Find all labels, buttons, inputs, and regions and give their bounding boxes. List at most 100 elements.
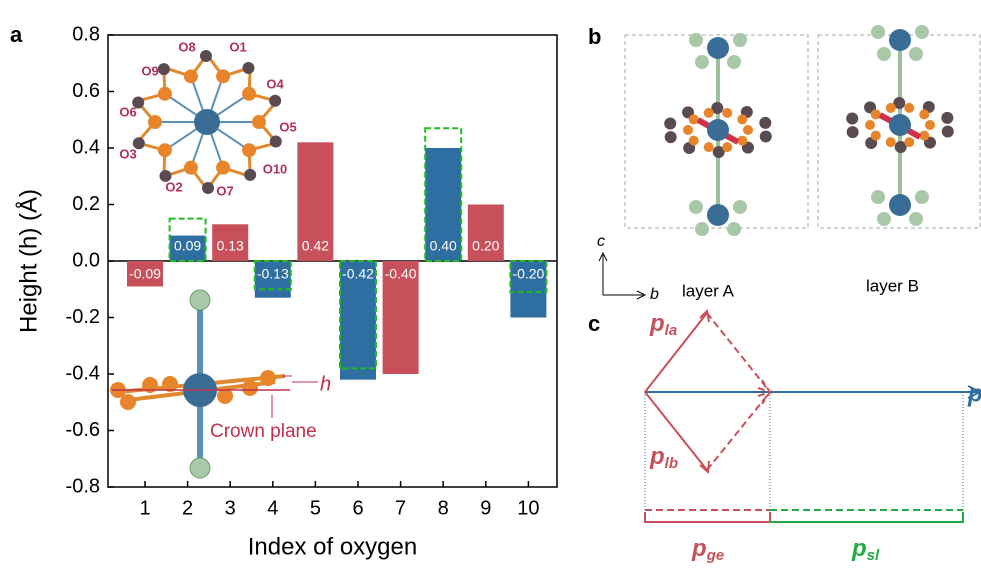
oxygen-atom — [886, 137, 896, 147]
fluorine-atom — [695, 222, 709, 236]
carbon-atom — [244, 169, 256, 181]
vector-label: pge — [691, 535, 724, 564]
x-tick-label: 4 — [267, 497, 278, 519]
oxygen-atom — [252, 115, 266, 129]
carbon-atom — [664, 117, 676, 129]
panel-label: a — [10, 22, 23, 47]
oxygen-atom — [925, 120, 935, 130]
fluorine-atom — [909, 47, 923, 61]
oxygen-atom — [216, 161, 230, 175]
metal-atom — [707, 204, 729, 226]
carbon-atom — [942, 126, 954, 138]
axis-arrows — [599, 253, 645, 299]
value-label: -0.09 — [129, 266, 161, 282]
vector-symbol: p — [691, 535, 707, 562]
x-tick-label: 9 — [480, 497, 491, 519]
oxygen-atom — [871, 131, 881, 141]
y-tick-label: 0.8 — [72, 23, 100, 45]
x-tick-label: 1 — [139, 497, 150, 519]
value-label: -0.13 — [257, 266, 289, 282]
metal-atom — [707, 119, 729, 141]
oxygen-atom — [886, 103, 896, 113]
y-tick-label: -0.6 — [66, 419, 100, 441]
vector-subscript: sl — [867, 547, 880, 564]
oxygen-atom — [683, 125, 693, 135]
carbon-atom — [760, 131, 772, 143]
vector-label: pla — [649, 310, 677, 339]
metal-atom — [889, 29, 911, 51]
oxygen-atom — [242, 87, 256, 101]
side-view-inset — [110, 290, 318, 478]
y-tick-label: 0.4 — [72, 136, 100, 158]
axis-label: c — [597, 233, 605, 250]
oxygen-atom — [704, 108, 714, 118]
layer-label: layer B — [866, 276, 919, 295]
fluorine-atom — [733, 200, 747, 214]
carbon-atom — [759, 117, 771, 129]
fluorine-atom — [733, 33, 747, 47]
vector-symbol: p — [649, 310, 665, 337]
carbon-atom — [846, 112, 858, 124]
metal-atom — [194, 109, 220, 135]
fluorine-atom — [871, 25, 885, 39]
y-tick-label: 0.0 — [72, 249, 100, 271]
vector-subscript: lb — [665, 455, 678, 472]
crown-plane-label: Crown plane — [210, 421, 317, 442]
oxygen-label: O1 — [229, 39, 246, 54]
oxygen-atom — [242, 143, 256, 157]
h-label: h — [320, 373, 331, 395]
fluorine-atom — [915, 190, 929, 204]
y-tick-label: 0.2 — [72, 193, 100, 215]
oxygen-label: O5 — [279, 119, 296, 134]
x-axis-label: Index of oxygen — [248, 533, 417, 560]
layer-label: layer A — [682, 281, 735, 300]
y-tick-label: 0.6 — [72, 80, 100, 102]
fluorine-atom — [877, 47, 891, 61]
x-tick-label: 10 — [517, 497, 539, 519]
oxygen-label: O7 — [216, 183, 233, 198]
value-label: -0.40 — [385, 266, 417, 282]
vector-diagram — [645, 311, 980, 522]
carbon-atom — [270, 136, 282, 148]
x-tick-label: 3 — [225, 497, 236, 519]
y-axis-label: Height (h) (Å) — [14, 189, 42, 333]
oxygen-atom — [865, 120, 875, 130]
vector-label: p — [967, 380, 981, 407]
oxygen-atom — [743, 125, 753, 135]
value-label: 0.13 — [217, 238, 244, 254]
fluorine-atom — [915, 25, 929, 39]
oxygen-label: O9 — [141, 63, 158, 78]
oxygen-label: O8 — [178, 39, 195, 54]
value-label: 0.40 — [430, 238, 457, 254]
oxygen-atom — [184, 161, 198, 175]
vector-label: plb — [649, 443, 678, 472]
axis-label: b — [650, 286, 659, 303]
value-label: 0.42 — [302, 238, 329, 254]
fluorine-atom — [727, 55, 741, 69]
fluorine-atom — [871, 190, 885, 204]
value-label: -0.42 — [342, 266, 374, 282]
y-tick-label: -0.4 — [66, 362, 100, 384]
fluorine-atom — [727, 222, 741, 236]
value-label: -0.20 — [512, 266, 544, 282]
x-tick-label: 8 — [438, 497, 449, 519]
metal-atom — [889, 114, 911, 136]
oxygen-atom — [904, 137, 914, 147]
oxygen-atom — [158, 143, 172, 157]
y-tick-label: -0.8 — [66, 475, 100, 497]
carbon-atom — [200, 50, 212, 62]
oxygen-label: O3 — [119, 146, 136, 161]
x-tick-label: 6 — [352, 497, 363, 519]
oxygen-atom — [704, 142, 714, 152]
fluorine-atom — [695, 55, 709, 69]
x-tick-label: 7 — [395, 497, 406, 519]
fluorine-atom — [689, 33, 703, 47]
carbon-atom — [665, 131, 677, 143]
oxygen-label: O10 — [263, 161, 288, 176]
oxygen-atom — [722, 108, 732, 118]
value-label: 0.09 — [174, 238, 201, 254]
panel-label: b — [588, 24, 601, 49]
vector-subscript: la — [665, 322, 678, 339]
oxygen-atom — [158, 87, 172, 101]
